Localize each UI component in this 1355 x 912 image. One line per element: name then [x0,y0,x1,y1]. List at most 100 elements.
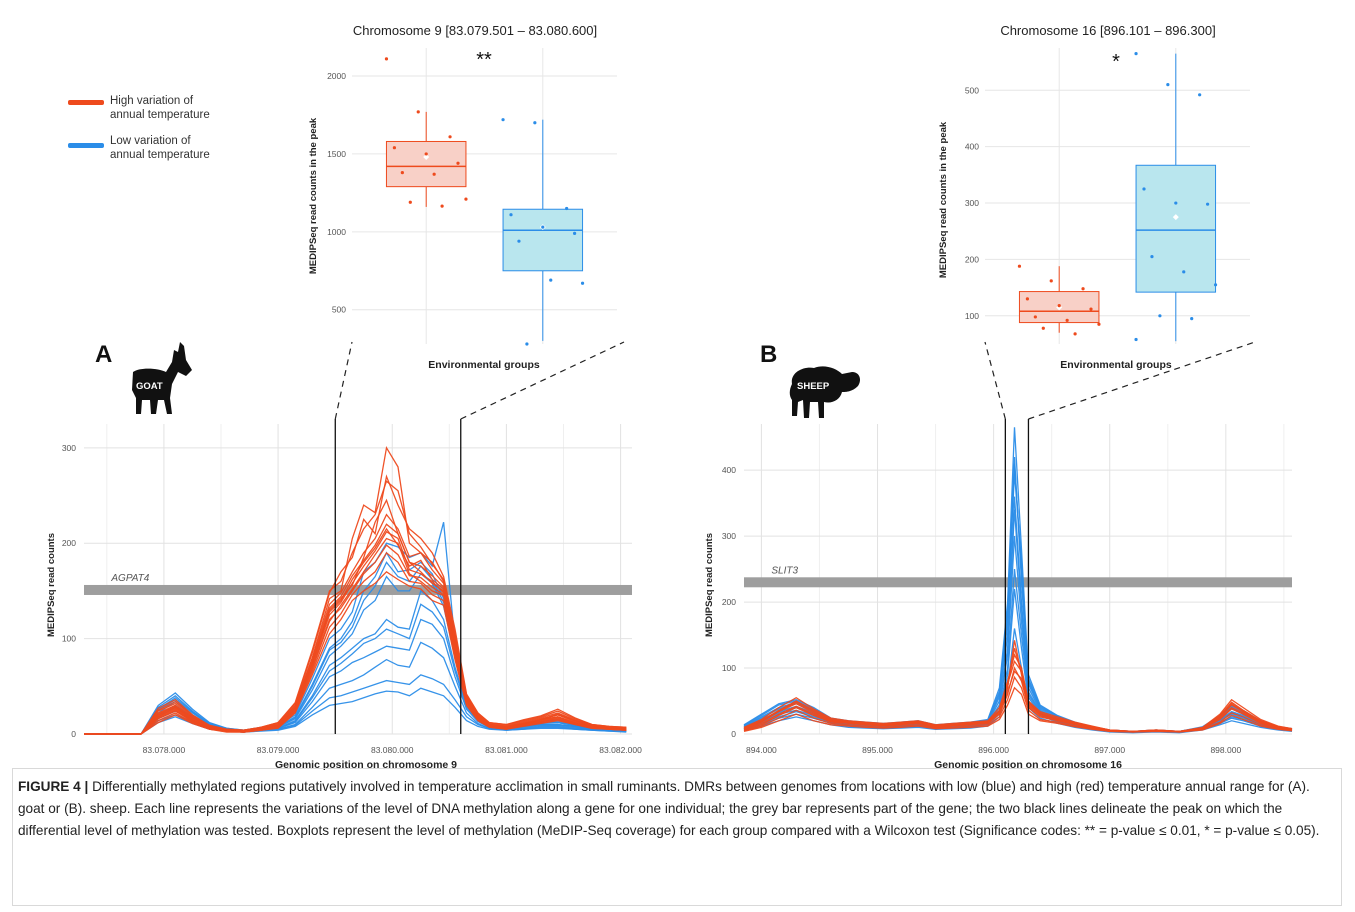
boxplot-b-point-1-10 [1190,317,1194,321]
figure-caption: FIGURE 4 | Differentially methylated reg… [18,776,1336,842]
coverage-b-ytick-4: 400 [722,465,736,475]
boxplot-b-point-1-0 [1134,52,1138,56]
boxplot-b-point-1-3 [1142,187,1146,191]
coverage-b-line-high-0 [743,653,1293,733]
boxplot-a-significance: ** [476,49,492,71]
boxplot-a-point-0-7 [432,172,436,176]
boxplot-a-title: Chromosome 9 [83.079.501 – 83.080.600] [353,23,597,38]
caption-frame [12,768,1342,906]
coverage-b-line-high-7 [743,648,1293,733]
coverage-b-ytick-0: 0 [731,729,736,739]
coverage-a-line-high-10 [84,523,627,735]
coverage-a-line-high-5 [84,513,627,735]
boxplot-b-point-1-6 [1150,255,1154,259]
boxplot-a-point-0-6 [400,171,404,175]
boxplot-b-mean-1 [1172,214,1179,221]
boxplot-a-point-0-5 [456,161,460,165]
coverage-chart-a: Genomic position on chromosome 9 MEDIPSe… [46,419,642,770]
coverage-b-gene-label: SLIT3 [771,565,798,576]
coverage-b-ytick-1: 100 [722,663,736,673]
boxplot-b-point-1-2 [1198,93,1202,97]
panel-label-a: A [95,341,112,368]
boxplot-b-point-0-8 [1097,322,1101,326]
boxplot-b-xlabel: Environmental groups [1060,359,1172,371]
legend-label-low-2: annual temperature [110,149,210,161]
boxplot-b-point-1-7 [1182,270,1186,274]
boxplot-b-ytick-2: 300 [965,198,979,208]
boxplot-b-title: Chromosome 16 [896.101 – 896.300] [1000,23,1215,38]
boxplot-b-point-1-5 [1206,202,1210,206]
coverage-a-ytick-2: 200 [62,538,76,548]
caption-label: FIGURE 4 | [18,779,89,794]
boxplot-a-point-1-6 [517,239,521,243]
boxplot-a-point-1-0 [501,118,505,122]
coverage-a-ytick-0: 0 [71,729,76,739]
boxplot-a-point-1-4 [541,225,545,229]
coverage-b-line-high-4 [743,675,1293,733]
zoom-connector-b [984,341,1256,420]
boxplot-b-point-1-4 [1174,201,1178,205]
coverage-a-ytick-3: 300 [62,443,76,453]
boxplot-b-ytick-3: 400 [965,142,979,152]
legend-swatch-low [68,143,104,148]
coverage-b-xtick-0: 894.000 [746,745,777,755]
goat-icon: GOAT [132,342,192,414]
coverage-b-xlabel: Genomic position on chromosome 16 [934,759,1122,770]
coverage-a-ytick-1: 100 [62,634,76,644]
boxplot-b-ytick-0: 100 [965,311,979,321]
legend-label-low-1: Low variation of [110,135,191,147]
legend-label-high-1: High variation of [110,95,194,107]
coverage-a-xtick-1: 83.079.000 [257,745,300,755]
sheep-icon: SHEEP [789,366,860,418]
boxplot-a-point-1-9 [525,342,529,346]
coverage-a-line-high-0 [84,498,627,735]
coverage-chart-b: Genomic position on chromosome 16 MEDIPS… [704,419,1293,770]
boxplot-a-point-1-7 [549,278,553,282]
coverage-b-xtick-4: 898.000 [1210,745,1241,755]
boxplot-b-point-0-3 [1025,297,1029,301]
boxplot-b-point-0-4 [1057,304,1061,308]
coverage-a-line-high-9 [84,551,627,735]
boxplot-a-box-1 [502,208,584,272]
boxplot-b-point-1-9 [1158,314,1162,318]
coverage-a-line-high-11 [84,544,627,735]
coverage-b-xtick-1: 895.000 [862,745,893,755]
boxplot-a-point-1-1 [533,121,537,125]
boxplot-b-ytick-1: 200 [965,254,979,264]
coverage-b-xtick-2: 896.000 [978,745,1009,755]
coverage-a-xtick-4: 83.082.000 [599,745,642,755]
legend: High variation of annual temperature Low… [68,95,210,161]
boxplot-a-point-0-10 [440,204,444,208]
boxplot-b-point-0-0 [1017,264,1022,268]
coverage-a-xtick-0: 83.078.000 [143,745,186,755]
boxplot-a-point-1-5 [573,231,577,235]
panel-label-b: B [760,341,777,368]
legend-label-high-2: annual temperature [110,109,210,121]
boxplot-a-mean-0 [423,154,430,161]
coverage-a-line-high-2 [84,474,627,735]
coverage-a-gene-label: AGPAT4 [110,573,149,584]
boxplot-a-ytick-3: 2000 [327,71,346,81]
boxplot-b-ytick-4: 500 [965,85,979,95]
boxplot-b-point-0-2 [1081,287,1085,291]
boxplot-b: Chromosome 16 [896.101 – 896.300] * Envi… [938,23,1250,371]
boxplot-b-point-1-8 [1213,283,1218,287]
boxplot-a-point-0-4 [424,152,428,156]
coverage-b-ylabel: MEDIPSeq read counts [704,533,715,637]
boxplot-a-ytick-1: 1000 [327,227,346,237]
boxplot-b-point-0-1 [1049,279,1053,283]
boxplot-b-point-1-1 [1166,83,1170,87]
caption-text: Differentially methylated regions putati… [18,779,1320,838]
boxplot-a-box-0 [385,140,467,188]
coverage-b-line-high-5 [743,670,1293,733]
coverage-a-xtick-3: 83.081.000 [485,745,528,755]
boxplot-a-point-0-9 [408,200,412,204]
boxplot-a-ylabel: MEDIPSeq read counts in the peak [308,117,319,274]
zoom-connector-a [334,341,625,420]
boxplot-a-point-0-8 [464,197,468,201]
boxplot-b-box-1 [1135,164,1217,293]
coverage-b-line-high-6 [743,686,1293,733]
boxplot-a-point-0-3 [392,146,396,150]
boxplot-a-point-0-1 [416,110,420,114]
boxplot-a-ytick-0: 500 [332,305,346,315]
